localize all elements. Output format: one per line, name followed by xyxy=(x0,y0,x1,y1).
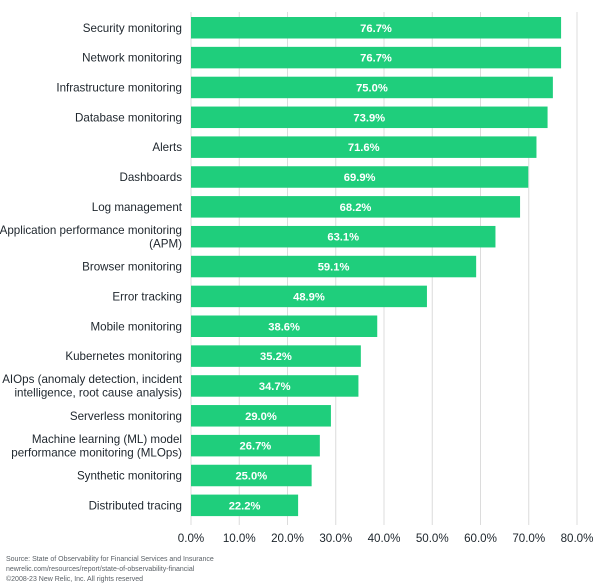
category-label: Mobile monitoring xyxy=(90,320,182,333)
bars: 76.7% 76.7% 75.0% 73.9% 71.6% 69.9% 68.2% 63.1%… xyxy=(191,17,562,517)
category-label: Serverless monitoring xyxy=(70,410,182,423)
bar xyxy=(191,255,477,278)
bar-value-label: 76.7% xyxy=(360,23,392,35)
bar-value-label: 75.0% xyxy=(356,82,388,94)
bar-value-label: 22.2% xyxy=(229,500,261,512)
bar-value-label: 68.2% xyxy=(340,202,372,214)
category-label: Kubernetes monitoring xyxy=(65,350,182,363)
bar-value-label: 73.9% xyxy=(353,112,385,124)
bar-value-label: 48.9% xyxy=(293,291,325,303)
x-tick-label: 40.0% xyxy=(368,532,401,545)
bar-value-label: 29.0% xyxy=(245,411,277,423)
bar-value-label: 38.6% xyxy=(268,321,300,333)
copyright-note: ©2008-23 New Relic, Inc. All rights rese… xyxy=(6,575,144,583)
category-label: performance monitoring (MLOps) xyxy=(11,446,182,459)
bar xyxy=(191,315,378,337)
bar xyxy=(191,106,548,129)
category-label: (APM) xyxy=(149,237,182,250)
x-tick-label: 10.0% xyxy=(223,532,256,545)
x-tick-label: 80.0% xyxy=(561,532,594,545)
x-tick-label: 20.0% xyxy=(271,532,304,545)
bar xyxy=(191,375,359,397)
category-label: intelligence, root cause analysis) xyxy=(14,387,182,400)
category-label: Database monitoring xyxy=(75,111,182,124)
category-labels: Security monitoring Network monitoring Inf… xyxy=(0,22,183,513)
category-label: AIOps (anomaly detection, incident xyxy=(2,373,183,386)
category-label: Network monitoring xyxy=(82,52,182,65)
bar xyxy=(191,285,427,308)
bar xyxy=(191,76,553,99)
category-label: Machine learning (ML) model xyxy=(32,433,182,446)
bar-value-label: 59.1% xyxy=(318,262,350,274)
bar xyxy=(191,464,312,487)
bar xyxy=(191,166,529,188)
category-label: Browser monitoring xyxy=(82,261,182,274)
bar-value-label: 34.7% xyxy=(259,381,291,393)
bar-value-label: 69.9% xyxy=(344,172,376,184)
bar xyxy=(191,17,562,39)
bar-chart: 76.7% 76.7% 75.0% 73.9% 71.6% 69.9% 68.2% 63.1%… xyxy=(0,12,594,545)
bar-value-label: 76.7% xyxy=(360,53,392,65)
bar xyxy=(191,136,537,158)
bar xyxy=(191,345,361,367)
x-axis-ticks: 0.0% 10.0% 20.0% 30.0% 40.0% 50.0% 60.0% 70.0% 8… xyxy=(178,532,594,545)
category-label: Application performance monitoring xyxy=(0,224,182,237)
bar xyxy=(191,225,496,248)
category-label: Dashboards xyxy=(119,171,182,184)
category-label: Infrastructure monitoring xyxy=(56,81,182,94)
bar-value-label: 35.2% xyxy=(260,351,292,363)
bar-value-label: 63.1% xyxy=(327,232,359,244)
x-tick-label: 50.0% xyxy=(416,532,449,545)
category-label: Distributed tracing xyxy=(89,499,182,512)
chart-footer: Source: State of Observability for Finan… xyxy=(6,555,214,584)
category-label: Log management xyxy=(92,201,183,214)
bar xyxy=(191,494,299,517)
bar-value-label: 71.6% xyxy=(348,142,380,154)
category-label: Synthetic monitoring xyxy=(77,470,182,483)
bar-value-label: 26.7% xyxy=(240,441,272,453)
category-label: Error tracking xyxy=(112,290,182,303)
category-label: Security monitoring xyxy=(83,22,182,35)
bar xyxy=(191,196,521,218)
category-label: Alerts xyxy=(152,141,182,154)
bar xyxy=(191,46,562,69)
bar xyxy=(191,405,331,427)
x-tick-label: 70.0% xyxy=(512,532,545,545)
bar xyxy=(191,434,320,457)
bar-value-label: 25.0% xyxy=(235,471,267,483)
source-url: newrelic.com/resources/report/state-of-o… xyxy=(6,565,195,573)
x-tick-label: 60.0% xyxy=(464,532,497,545)
x-tick-label: 0.0% xyxy=(178,532,204,545)
x-tick-label: 30.0% xyxy=(319,532,352,545)
source-note: Source: State of Observability for Finan… xyxy=(6,556,214,563)
